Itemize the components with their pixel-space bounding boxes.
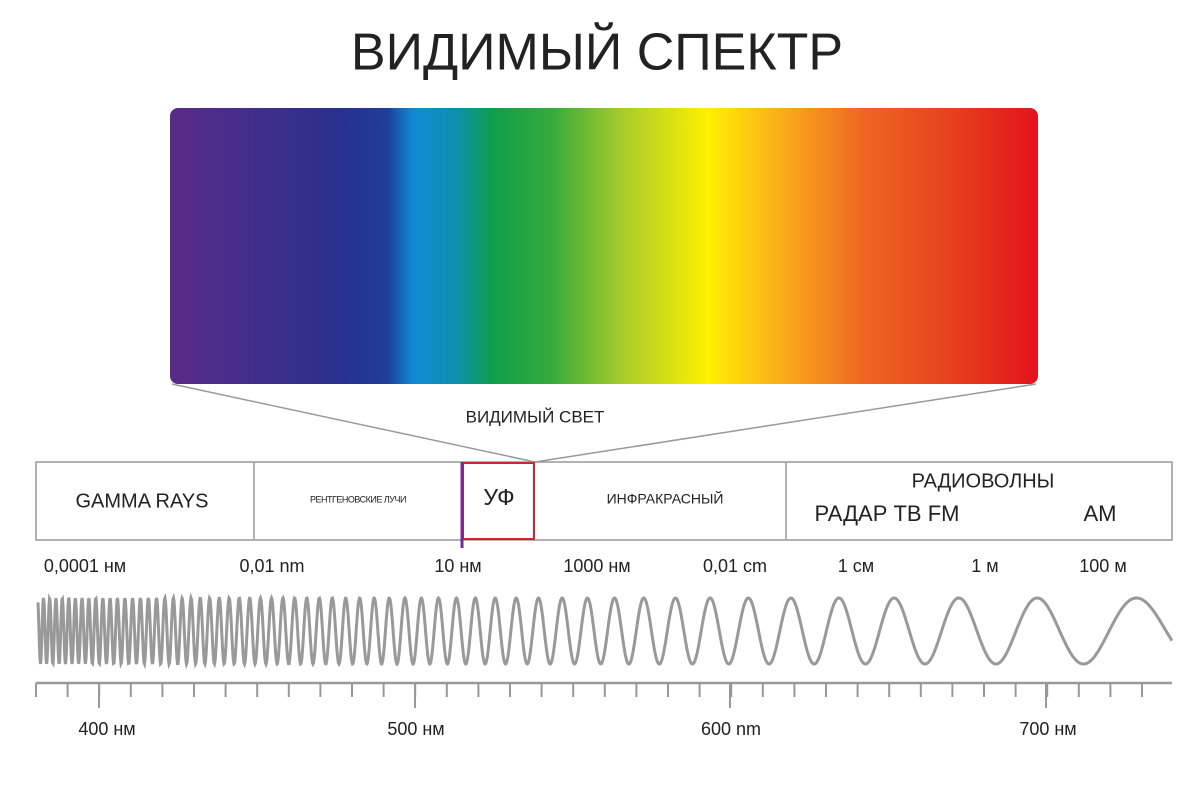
visible-light-label: ВИДИМЫЙ СВЕТ xyxy=(466,407,605,426)
band-label: РАДИОВОЛНЫ xyxy=(912,470,1055,492)
wavelength-label: 1 м xyxy=(971,556,998,576)
band-label: УФ xyxy=(483,484,514,510)
title: ВИДИМЫЙ СПЕКТР xyxy=(351,23,843,82)
band-label: ИНФРАКРАСНЫЙ xyxy=(607,490,724,507)
wavelength-label: 10 нм xyxy=(434,556,481,576)
spectrum xyxy=(170,108,1038,384)
scale-label: 400 нм xyxy=(78,719,135,739)
wavelength-label: 0,0001 нм xyxy=(44,556,126,576)
wavelength-label: 0,01 nm xyxy=(239,556,304,576)
zoom-line xyxy=(534,383,1037,463)
band-label: РЕНТГЕНОВСКИЕ ЛУЧИ xyxy=(310,494,406,504)
scale-label: 600 nm xyxy=(701,719,761,739)
zoom-line xyxy=(171,383,536,463)
band-box xyxy=(35,461,1173,541)
wavelength-label: 100 м xyxy=(1079,556,1126,576)
wavelength-label: 1 см xyxy=(838,556,874,576)
wavelength-label: 0,01 cm xyxy=(703,556,767,576)
wavelength-label: 1000 нм xyxy=(563,556,630,576)
band-label: GAMMA RAYS xyxy=(76,490,209,512)
band-label: РАДАР ТВ FM xyxy=(815,501,960,526)
scale-label: 500 нм xyxy=(387,719,444,739)
wave xyxy=(36,592,1174,670)
band-label: AM xyxy=(1084,501,1117,526)
scale-label: 700 нм xyxy=(1019,719,1076,739)
